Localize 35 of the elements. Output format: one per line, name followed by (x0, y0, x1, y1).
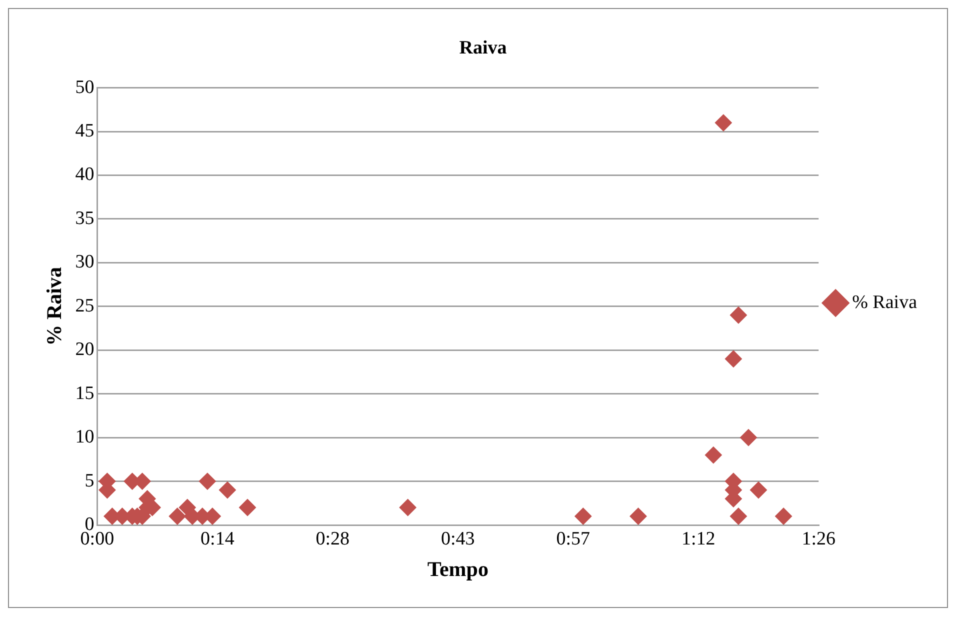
point (775, 508, 792, 525)
y-tick-label: 5 (84, 470, 94, 492)
point (724, 350, 742, 368)
point (238, 499, 256, 516)
y-axis-title: % Raiva (42, 266, 66, 346)
y-tick-label: 50 (75, 76, 94, 98)
chart-title: Raiva (459, 37, 508, 58)
point (574, 508, 592, 525)
y-tick-label: 15 (75, 382, 94, 404)
point (740, 429, 757, 446)
point (730, 306, 747, 324)
point (218, 482, 236, 499)
point (714, 114, 732, 132)
y-tick-label: 25 (75, 295, 94, 316)
point (399, 499, 416, 516)
point (630, 508, 647, 525)
y-tick-label: 45 (75, 120, 94, 142)
x-tick-label: 1:12 (681, 528, 716, 550)
point (750, 482, 767, 499)
x-tick-label: 0:14 (200, 528, 235, 550)
y-tick-label: 30 (75, 252, 94, 273)
point (198, 472, 216, 490)
y-tick-label: 35 (75, 208, 94, 229)
x-tick-label: 1:26 (802, 528, 836, 550)
legend-label: % Raiva (852, 292, 918, 313)
point (704, 446, 722, 464)
point (730, 508, 747, 525)
y-tick-label: 20 (75, 339, 94, 360)
x-tick-label: 0:57 (556, 528, 590, 550)
y-tick-label: 40 (75, 164, 94, 186)
point (168, 508, 186, 525)
x-tick-label: 0:28 (316, 528, 350, 550)
y-tick-label: 10 (75, 426, 94, 448)
x-tick-label: 0:43 (441, 528, 475, 550)
x-axis-title: Tempo (427, 556, 488, 581)
